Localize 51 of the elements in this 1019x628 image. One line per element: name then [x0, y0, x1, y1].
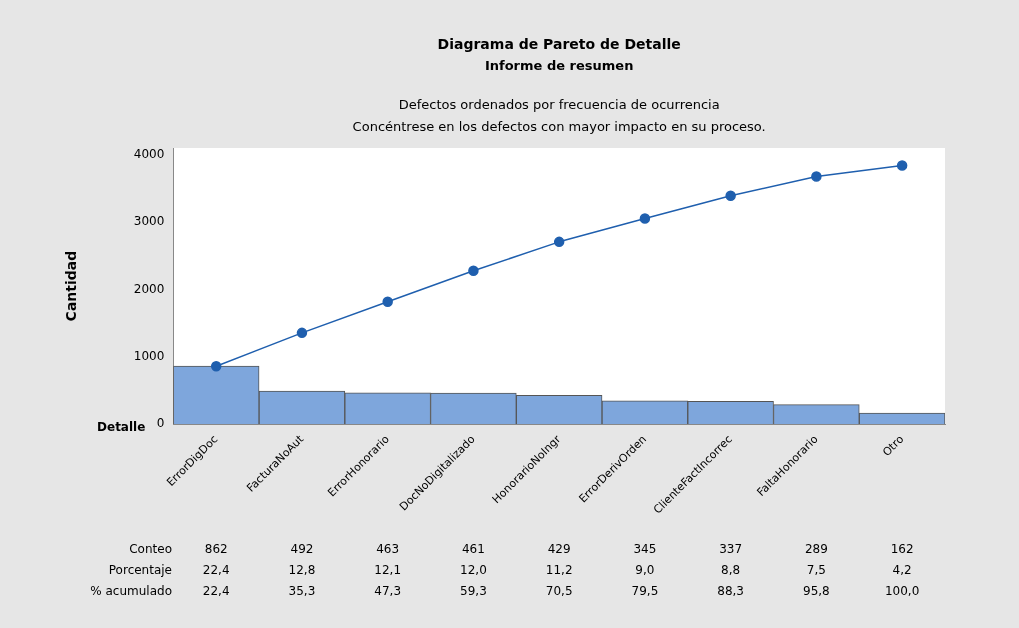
data-label: 22,4	[202, 584, 230, 599]
text: 12,1	[374, 563, 402, 578]
x-axis-title: Detalle	[97, 420, 146, 435]
chart-title: Diagrama de Pareto de Detalle	[437, 35, 681, 52]
data-label: 461	[461, 542, 485, 557]
point	[639, 213, 651, 224]
text: Concéntrese en los defectos con mayor impacto en su proceso.	[352, 119, 766, 135]
point	[725, 190, 736, 202]
y-tick-label: 2000	[133, 281, 165, 296]
data-label: 88,3	[717, 584, 745, 599]
data-label: 345	[633, 542, 657, 557]
data-label: 429	[547, 542, 571, 557]
data-label: 95,8	[803, 584, 830, 599]
text: % acumulado	[90, 584, 172, 599]
y-axis-title: Cantidad	[63, 250, 80, 322]
data-label: 100,0	[884, 584, 920, 599]
data-label: 463	[376, 542, 400, 557]
chart-subtitle: Informe de resumen	[484, 58, 634, 74]
point	[210, 360, 222, 372]
text: 4,2	[892, 563, 912, 578]
y-tick-label: 0	[156, 416, 165, 431]
data-label: 79,5	[631, 584, 659, 599]
y-tick-label: 4000	[133, 146, 165, 161]
y-tick-label: 1000	[133, 348, 165, 363]
text: 8,8	[721, 563, 741, 578]
x-tick-label: Otro	[880, 432, 907, 459]
text: 12,0	[460, 563, 487, 578]
text: 12,8	[288, 563, 316, 578]
data-label: 162	[890, 542, 914, 557]
data-label: 337	[719, 542, 743, 557]
text: 9,0	[635, 563, 655, 578]
point	[811, 171, 822, 182]
text: Porcentaje	[108, 563, 172, 578]
point	[896, 160, 908, 171]
text: 7,5	[806, 563, 826, 578]
data-label: 492	[290, 542, 314, 557]
data-label: 35,3	[288, 584, 316, 599]
data-label: 70,5	[545, 584, 573, 599]
text: 22,4	[202, 563, 230, 578]
point	[468, 265, 479, 277]
point	[553, 236, 565, 248]
y-tick-label: 3000	[133, 214, 165, 229]
data-label: 59,3	[460, 584, 487, 599]
point	[296, 327, 308, 339]
data-label: 47,3	[374, 584, 402, 599]
point	[382, 296, 393, 308]
data-label: 862	[204, 542, 228, 557]
data-label: 289	[804, 542, 828, 557]
text: Conteo	[129, 542, 172, 557]
text: 11,2	[545, 563, 573, 578]
text: Defectos ordenados por frecuencia de ocurrencia	[398, 97, 720, 113]
